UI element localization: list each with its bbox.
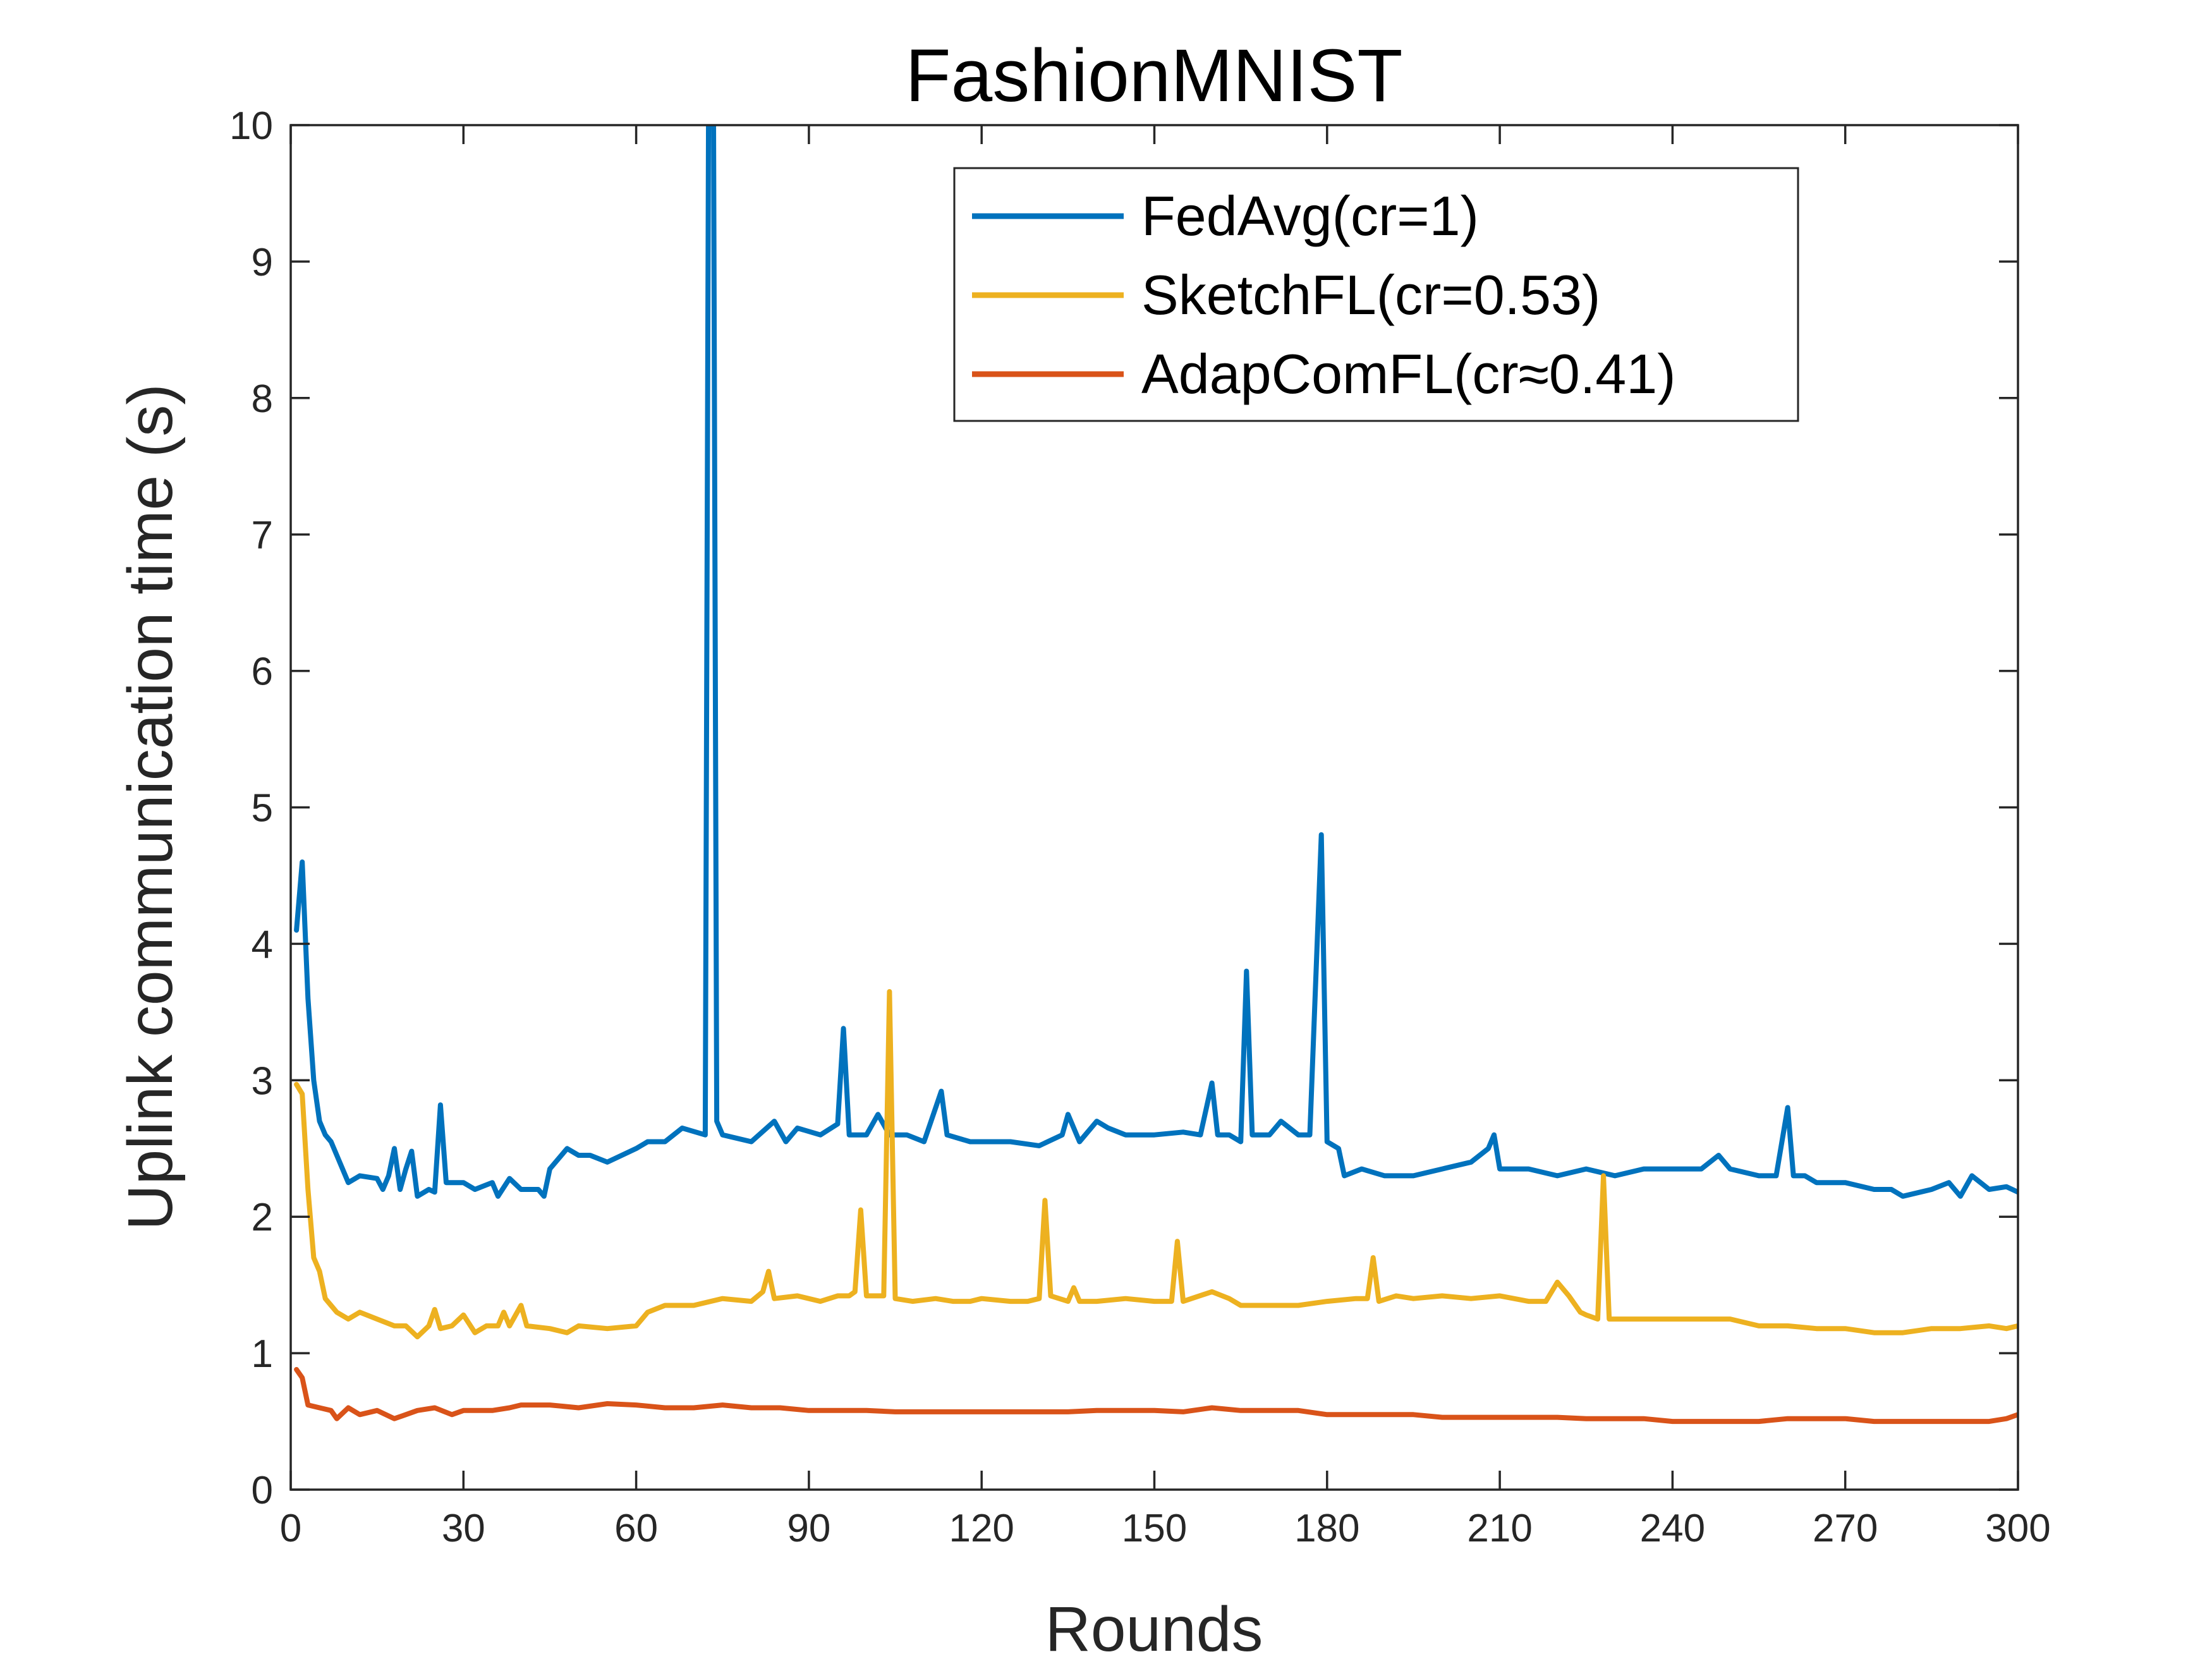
y-tick-label-10: 10 <box>229 104 273 148</box>
legend: FedAvg(cr=1) SketchFL(cr=0.53) AdapComFL… <box>953 167 1799 422</box>
y-tick-label-0: 0 <box>252 1469 273 1512</box>
y-tick-label-8: 8 <box>252 377 273 421</box>
y-tick-label-6: 6 <box>252 650 273 694</box>
series-line-0 <box>294 125 2018 1199</box>
legend-label-fedavg: FedAvg(cr=1) <box>1141 185 1479 247</box>
y-tick-label-9: 9 <box>252 241 273 284</box>
series-line-2 <box>294 1367 2018 1425</box>
y-axis-title: Uplink communication time (s) <box>115 384 186 1230</box>
x-tick-label-1: 30 <box>442 1507 485 1550</box>
y-tick-label-3: 3 <box>252 1059 273 1103</box>
y-tick-label-1: 1 <box>252 1332 273 1376</box>
x-tick-label-7: 210 <box>1467 1507 1532 1550</box>
legend-label-sketchfl: SketchFL(cr=0.53) <box>1141 264 1600 326</box>
x-tick-label-4: 120 <box>949 1507 1014 1550</box>
y-tick-label-2: 2 <box>252 1196 273 1239</box>
y-tick-label-4: 4 <box>252 923 273 966</box>
x-tick-label-5: 150 <box>1122 1507 1187 1550</box>
x-tick-label-2: 60 <box>614 1507 658 1550</box>
x-axis-title: Rounds <box>1045 1594 1263 1659</box>
x-tick-label-8: 240 <box>1640 1507 1705 1550</box>
ticks-layer <box>289 124 2019 1491</box>
legend-label-adapcomfl: AdapComFL(cr≈0.41) <box>1141 343 1676 405</box>
chart-title: FashionMNIST <box>906 34 1403 118</box>
x-tick-labels: 0 30 60 90 120 150 180 210 240 270 300 <box>280 1507 2051 1550</box>
y-tick-label-5: 5 <box>252 787 273 830</box>
y-tick-labels: 0 1 2 3 4 5 6 7 8 9 10 <box>229 104 273 1512</box>
series-layer <box>294 125 2018 1425</box>
y-tick-label-7: 7 <box>252 514 273 557</box>
x-tick-label-10: 300 <box>1985 1507 2050 1550</box>
series-line-1 <box>294 989 2018 1340</box>
x-tick-label-0: 0 <box>280 1507 301 1550</box>
x-tick-label-6: 180 <box>1294 1507 1359 1550</box>
x-tick-label-3: 90 <box>787 1507 830 1550</box>
x-tick-label-9: 270 <box>1813 1507 1878 1550</box>
